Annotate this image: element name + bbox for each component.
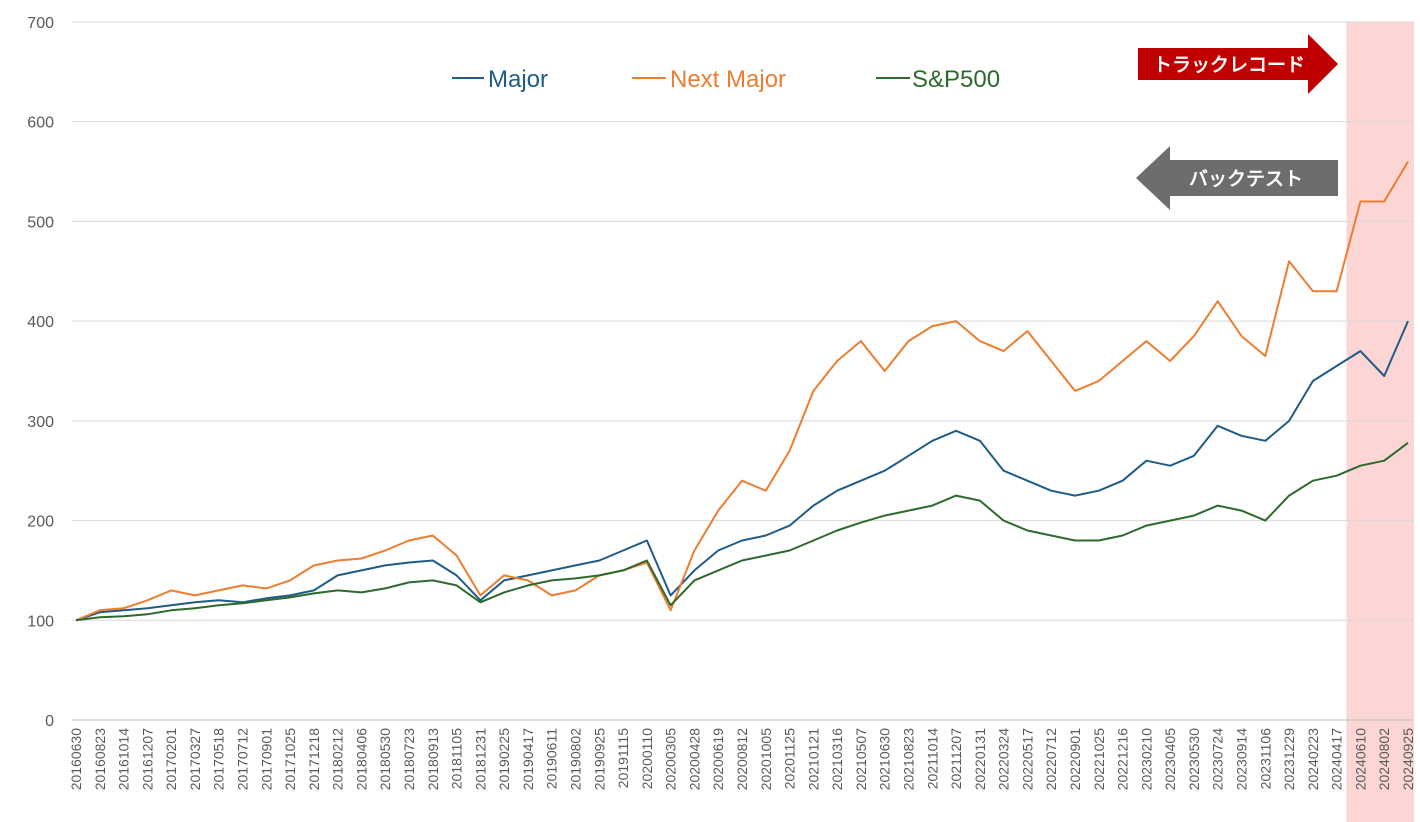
y-axis: 0 100 200 300 400 500 600 700 — [27, 15, 54, 730]
backtest-arrow: バックテスト — [1136, 146, 1338, 210]
x-tick-label: 20190802 — [568, 728, 584, 791]
y-tick-label: 100 — [27, 613, 54, 630]
x-tick-label: 20170201 — [163, 728, 179, 791]
x-tick-label: 20170518 — [211, 728, 227, 791]
x-tick-label: 20221216 — [1115, 728, 1131, 791]
track-record-arrow: トラックレコード — [1138, 34, 1338, 94]
x-tick-label: 20230914 — [1234, 728, 1250, 791]
x-tick-label: 20200305 — [663, 728, 679, 791]
legend: Major Next Major S&P500 — [452, 66, 1000, 93]
series-line-s-p500 — [75, 442, 1409, 622]
x-tick-label: 20200110 — [639, 728, 655, 789]
legend-next-major-label: Next Major — [670, 66, 786, 93]
x-tick-label: 20210630 — [877, 728, 893, 791]
x-tick-label: 20200812 — [734, 728, 750, 791]
x-tick-label: 20170901 — [258, 728, 274, 791]
x-tick-label: 20220324 — [996, 728, 1012, 791]
y-tick-label: 300 — [27, 414, 54, 431]
legend-major-label: Major — [488, 66, 548, 93]
x-axis: 20160630 20160823 20161014 20161207 20170201… — [68, 728, 1416, 791]
x-tick-label: 20230724 — [1210, 728, 1226, 791]
x-tick-label: 20200428 — [686, 728, 702, 791]
x-tick-label: 20161014 — [116, 728, 132, 791]
track-record-highlight — [1346, 22, 1414, 822]
gridlines — [72, 21, 1414, 721]
x-tick-label: 20180406 — [353, 728, 369, 791]
x-tick-label: 20201005 — [758, 728, 774, 791]
y-tick-label: 0 — [45, 713, 54, 730]
x-tick-label: 20220517 — [1019, 728, 1035, 791]
x-tick-label: 20230530 — [1186, 728, 1202, 791]
y-tick-label: 700 — [27, 15, 54, 32]
x-tick-label: 20200619 — [710, 728, 726, 791]
x-tick-label: 20180913 — [425, 728, 441, 791]
track-record-label: トラックレコード — [1153, 54, 1305, 76]
x-tick-label: 20220131 — [972, 728, 988, 791]
x-tick-label: 20190417 — [520, 728, 536, 791]
x-tick-label: 20231106 — [1257, 728, 1273, 789]
x-tick-label: 20190225 — [496, 728, 512, 791]
x-tick-label: 20191115 — [615, 728, 631, 788]
x-tick-label: 20201125 — [782, 728, 798, 789]
backtest-arrow-shape — [1136, 146, 1338, 210]
x-tick-label: 20230210 — [1138, 728, 1154, 791]
x-tick-label: 20240802 — [1376, 728, 1392, 791]
x-tick-label: 20161207 — [139, 728, 155, 791]
x-tick-label: 20170712 — [235, 728, 251, 791]
x-tick-label: 20211014 — [924, 728, 940, 789]
x-tick-label: 20160630 — [68, 728, 84, 791]
x-tick-label: 20240925 — [1400, 728, 1416, 791]
x-tick-label: 20231229 — [1281, 728, 1297, 791]
x-tick-label: 20190925 — [591, 728, 607, 791]
series-line-next-major — [75, 161, 1409, 622]
x-tick-label: 20160823 — [92, 728, 108, 791]
x-tick-label: 20171218 — [306, 728, 322, 791]
x-tick-label: 20220901 — [1067, 728, 1083, 791]
y-tick-label: 600 — [27, 115, 54, 132]
y-tick-label: 200 — [27, 514, 54, 531]
x-tick-label: 20221025 — [1091, 728, 1107, 791]
x-tick-label: 20181105 — [449, 728, 465, 789]
legend-sp500-label: S&P500 — [912, 66, 1000, 93]
x-tick-label: 20180212 — [330, 728, 346, 791]
x-tick-label: 20180723 — [401, 728, 417, 791]
x-tick-label: 20181231 — [472, 728, 488, 791]
x-tick-label: 20210316 — [829, 728, 845, 791]
y-tick-label: 500 — [27, 214, 54, 231]
backtest-label: バックテスト — [1189, 168, 1303, 190]
x-tick-label: 20180530 — [377, 728, 393, 791]
x-tick-label: 20220712 — [1043, 728, 1059, 791]
x-tick-label: 20211207 — [948, 728, 964, 789]
x-tick-label: 20210121 — [805, 728, 821, 791]
x-tick-label: 20171025 — [282, 728, 298, 791]
track-record-arrow-shape — [1138, 34, 1338, 94]
x-tick-label: 20240417 — [1329, 728, 1345, 791]
series-lines — [75, 161, 1409, 622]
y-tick-label: 400 — [27, 314, 54, 331]
x-tick-label: 20240610 — [1352, 728, 1368, 791]
x-tick-label: 20170327 — [187, 728, 203, 791]
series-line-major — [75, 320, 1409, 622]
x-tick-label: 20210507 — [853, 728, 869, 791]
x-tick-label: 20190611 — [544, 728, 560, 789]
x-tick-label: 20210823 — [901, 728, 917, 791]
x-tick-label: 20240223 — [1305, 728, 1321, 791]
x-tick-label: 20230405 — [1162, 728, 1178, 791]
